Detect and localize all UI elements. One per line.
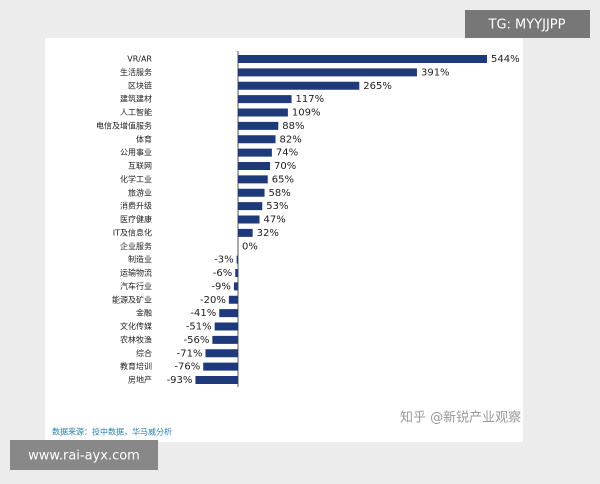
category-label: 体育 [136,134,152,144]
source-note: 数据来源：投中数据，华马威分析 [52,427,172,437]
category-label: 农林牧渔 [120,334,152,344]
bar [238,55,487,63]
value-label: -76% [174,362,200,373]
category-label: 汽车行业 [120,281,152,291]
value-label: 391% [421,67,450,78]
bar [238,135,276,144]
tag-box [465,10,590,38]
bar [238,95,292,104]
bar [238,175,268,184]
category-label: 消费升级 [120,201,152,211]
tag-text: TG: MYYJJPP [488,18,566,33]
value-label: 47% [264,215,286,226]
bar [214,322,238,331]
value-label: -51% [186,322,212,333]
category-label: 企业服务 [120,241,152,251]
category-label: 金融 [136,308,152,318]
category-label: 教育培训 [120,361,152,371]
category-label: 互联网 [128,162,152,171]
category-label: 旅游业 [128,187,152,197]
category-label: 综合 [136,348,152,358]
value-label: 0% [242,241,258,252]
value-label: -20% [200,295,226,306]
value-label: 109% [292,108,321,119]
category-label: 区块链 [128,80,152,90]
category-label: IT及信息化 [113,227,152,237]
category-label: 制造业 [128,254,152,264]
category-label: 公用事业 [120,147,152,157]
value-label: 82% [280,134,302,145]
value-label: 53% [266,201,288,212]
category-label: VR/AR [127,55,152,64]
value-label: -93% [167,375,193,386]
bar [212,335,238,344]
bar [238,215,260,224]
category-label: 能源及矿业 [112,294,152,304]
value-label: 117% [296,94,325,105]
watermark: 知乎 @新锐产业观察 [400,410,521,426]
value-label: -9% [211,281,230,292]
category-label: 房地产 [128,375,152,385]
site-box [10,440,158,470]
value-label: 58% [269,188,291,199]
value-label: 74% [276,148,298,159]
bar [205,349,238,358]
bar [219,309,238,318]
value-label: 32% [257,228,279,239]
value-label: -3% [214,255,233,266]
bar [228,295,238,304]
bar [238,188,265,197]
category-label: 医疗健康 [120,214,152,224]
category-label: 文化传媒 [120,321,152,331]
value-label: 88% [282,121,304,132]
site-text: www.rai-ayx.com [28,449,140,464]
category-label: 人工智能 [120,107,152,117]
bar [238,202,263,211]
bar [238,162,271,170]
category-label: 建筑建材 [120,94,152,104]
category-label: 电信及增值服务 [96,120,152,130]
bar [238,108,288,117]
bar [235,269,238,277]
value-label: 65% [272,174,294,185]
bar [195,376,238,384]
bar [238,81,360,90]
bar [238,121,279,130]
value-label: 265% [363,81,392,92]
value-label: -41% [190,308,216,319]
bar [236,255,238,264]
value-label: -71% [177,348,203,359]
bar [233,282,238,291]
value-label: -56% [184,335,210,346]
panel [45,38,523,442]
category-label: 生活服务 [120,67,152,77]
bar [238,228,253,237]
category-label: 化学工业 [120,174,152,184]
value-label: -6% [213,268,232,279]
bar [238,148,272,157]
bar [203,362,238,371]
value-label: 544% [491,54,520,65]
category-label: 运输物流 [120,268,152,278]
bar [238,68,417,77]
value-label: 70% [274,161,296,172]
